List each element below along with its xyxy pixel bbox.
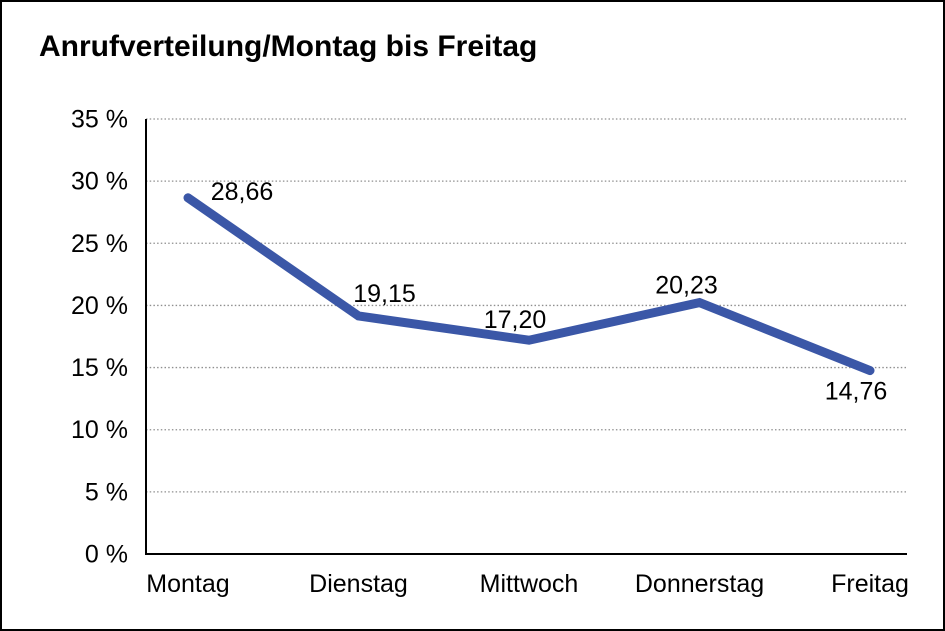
x-axis-category-label: Dienstag <box>309 570 408 598</box>
data-series-line <box>183 193 875 376</box>
data-point-label: 19,15 <box>353 280 416 308</box>
data-point-label: 17,20 <box>484 306 547 334</box>
y-axis-tick-label: 20 % <box>71 292 128 320</box>
data-point-label: 28,66 <box>211 178 274 206</box>
y-axis-tick-label: 25 % <box>71 230 128 258</box>
x-axis-category-label: Donnerstag <box>635 570 764 598</box>
data-point-label: 14,76 <box>825 378 888 406</box>
x-axis-category-label: Montag <box>146 570 229 598</box>
y-axis-tick-label: 35 % <box>71 106 128 134</box>
y-axis-tick-label: 5 % <box>85 478 128 506</box>
chart-title: Anrufverteilung/Montag bis Freitag <box>39 30 538 63</box>
data-point-label: 20,23 <box>655 272 718 300</box>
x-axis-category-label: Freitag <box>831 570 909 598</box>
y-axis-tick-label: 30 % <box>71 168 128 196</box>
y-axis-tick-label: 10 % <box>71 416 128 444</box>
x-axis-category-label: Mittwoch <box>480 570 579 598</box>
y-axis-tick-label: 0 % <box>85 541 128 569</box>
y-axis-tick-label: 15 % <box>71 354 128 382</box>
